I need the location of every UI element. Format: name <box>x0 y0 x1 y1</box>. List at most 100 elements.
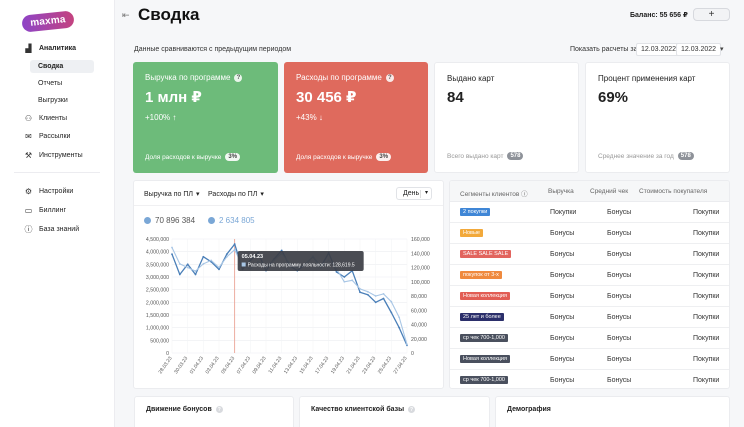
cell-revenue: Бонусы <box>550 335 575 342</box>
cell-revenue: Бонусы <box>550 230 575 237</box>
kpi-expenses-card: Расходы по программе? 30 456 ₽ +43% ↓ До… <box>284 62 428 173</box>
kpi-cards-issued-card: Выдано карт 84 Всего выдано карт 578 <box>434 62 579 173</box>
table-row[interactable]: 2 покупки Покупки Бонусы Покупки <box>450 202 729 223</box>
y-left-tick-label: 2,500,000 <box>146 288 169 294</box>
data-point <box>406 343 408 346</box>
segment-tag[interactable]: Новая коллекция <box>460 355 510 363</box>
sidebar-item-settings[interactable]: ⚙ Настройки <box>24 187 73 196</box>
metric-dropdown-2[interactable]: Расходы по ПЛ ▾ <box>208 190 264 199</box>
cell-revenue: Бонусы <box>550 314 575 321</box>
cell-customer-cost: Покупки <box>693 335 720 342</box>
data-point <box>194 270 197 272</box>
x-tick-label: 23.04.23 <box>361 356 377 376</box>
data-point <box>171 246 173 249</box>
legend-item-expenses[interactable]: 2 634 805 <box>208 216 255 225</box>
segment-tag[interactable]: SALE SALE SALE <box>460 250 512 258</box>
sidebar-item-billing[interactable]: ▭ Биллинг <box>24 206 66 215</box>
table-row[interactable]: Новая коллекция Бонусы Бонусы Покупки <box>450 286 729 307</box>
caret-down-icon: ▾ <box>424 190 428 196</box>
data-point <box>335 271 338 273</box>
segment-tag[interactable]: ср чек 700-1,000 <box>460 376 508 384</box>
segment-tag[interactable]: покупок от 3-х <box>460 271 502 279</box>
x-tick-label: 01.04.23 <box>189 356 205 376</box>
collapse-sidebar-icon[interactable]: ⇤ <box>122 10 130 20</box>
table-header: Сегменты клиентов ⓘ Выручка Средний чек … <box>450 181 729 202</box>
kpi-revenue-card: Выручка по программе? 1 млн ₽ +100% ↑ До… <box>133 62 278 173</box>
card-icon: ▭ <box>24 206 33 215</box>
help-icon[interactable]: ? <box>385 73 394 82</box>
sidebar-subitem-summary[interactable]: Сводка <box>30 60 94 73</box>
data-point <box>390 300 393 303</box>
column-header-avg-check[interactable]: Средний чек <box>590 188 629 195</box>
cell-revenue: Бонусы <box>550 377 575 384</box>
cell-avg-check: Бонусы <box>607 293 632 300</box>
legend-dot <box>208 217 215 224</box>
y-right-tick-label: 0 <box>411 351 414 357</box>
segment-tag[interactable]: 2 покупки <box>460 208 491 216</box>
sidebar-item-knowledge-base[interactable]: ⓘ База знаний <box>24 225 80 234</box>
help-icon[interactable]: ? <box>215 406 223 413</box>
data-point <box>280 249 283 252</box>
sidebar-item-mailings[interactable]: ✉ Рассылки <box>24 132 70 141</box>
segment-tag[interactable]: Новая коллекция <box>460 292 510 300</box>
kpi-value: 84 <box>447 89 464 106</box>
column-header-revenue[interactable]: Выручка <box>548 188 574 195</box>
cell-avg-check: Бонусы <box>607 230 632 237</box>
table-row[interactable]: SALE SALE SALE Бонусы Бонусы Покупки <box>450 244 729 265</box>
help-icon[interactable]: ? <box>234 73 243 82</box>
arrow-up-icon: ↑ <box>172 113 177 122</box>
segment-tag[interactable]: 25 лет и более <box>460 313 504 321</box>
sidebar-item-tools[interactable]: ⚒ Инструменты <box>24 151 83 160</box>
legend-item-revenue[interactable]: 70 896 384 <box>144 216 195 225</box>
add-button[interactable]: + <box>693 8 730 21</box>
card-title: Демография <box>507 406 551 413</box>
sidebar-subitem-reports[interactable]: Отчеты <box>38 80 63 87</box>
table-row[interactable]: ср чек 700-1,000 Бонусы Бонусы Покупки <box>450 370 729 388</box>
sidebar-item-analytics[interactable]: ▟ Аналитика <box>24 44 76 53</box>
segment-tag[interactable]: Новые <box>460 229 483 237</box>
kpi-foot: Доля расходов к выручке <box>145 153 222 161</box>
help-icon[interactable]: ⓘ <box>521 191 528 198</box>
chevron-down-icon[interactable]: ▾ <box>720 46 724 53</box>
date-from-input[interactable]: 12.03.2022 <box>636 43 682 56</box>
x-tick-label: 17.04.23 <box>314 356 330 376</box>
sidebar-subitem-exports[interactable]: Выгрузки <box>38 97 68 104</box>
column-header-segments[interactable]: Сегменты клиентов ⓘ <box>460 191 528 198</box>
x-tick-label: 11.04.23 <box>267 356 283 375</box>
kpi-foot: Доля расходов к выручке <box>296 153 373 161</box>
data-point <box>178 273 181 276</box>
kpi-foot: Среднее значение за год <box>598 152 674 160</box>
cell-customer-cost: Покупки <box>693 209 720 216</box>
cell-revenue: Покупки <box>550 209 577 216</box>
cell-customer-cost: Покупки <box>693 356 720 363</box>
logo[interactable]: maxma <box>21 10 75 33</box>
data-point <box>225 255 228 258</box>
table-row[interactable]: 25 лет и более Бонусы Бонусы Покупки <box>450 307 729 328</box>
sidebar-item-clients[interactable]: ⚇ Клиенты <box>24 114 67 123</box>
table-row[interactable]: покупок от 3-х Бонусы Бонусы Покупки <box>450 265 729 286</box>
data-point <box>186 266 189 269</box>
legend-value: 2 634 805 <box>219 216 255 225</box>
x-tick-label: 07.04.23 <box>236 356 252 376</box>
granularity-select[interactable]: День ▾ <box>396 187 432 200</box>
kpi-card-usage-card: Процент применения карт 69% Среднее знач… <box>585 62 730 173</box>
data-point <box>398 326 401 329</box>
kpi-badge: 578 <box>507 152 524 160</box>
segment-tag[interactable]: ср чек 700-1,000 <box>460 334 508 342</box>
cell-customer-cost: Покупки <box>693 230 720 237</box>
period-label: Показать расчеты за <box>570 46 638 53</box>
help-icon[interactable]: ? <box>408 406 416 413</box>
sidebar-divider <box>14 172 100 173</box>
metric-dropdown-1[interactable]: Выручка по ПЛ ▾ <box>144 190 200 199</box>
column-header-customer-cost[interactable]: Стоимость покупателя <box>639 188 708 195</box>
dropdown-label: Расходы по ПЛ <box>208 190 258 198</box>
x-tick-label: 28.03.23 <box>158 356 174 376</box>
line-chart[interactable]: 4,500,000 4,000,000 3,500,000 3,000,000 2,50… <box>134 229 443 379</box>
tools-icon: ⚒ <box>24 151 33 160</box>
table-row[interactable]: Новая коллекция Бонусы Бонусы Покупки <box>450 349 729 370</box>
table-row[interactable]: Новые Бонусы Бонусы Покупки <box>450 223 729 244</box>
date-to-input[interactable]: 12.03.2022 <box>676 43 722 56</box>
cell-avg-check: Бонусы <box>607 209 632 216</box>
kpi-value: 69% <box>598 89 629 106</box>
table-row[interactable]: ср чек 700-1,000 Бонусы Бонусы Покупки <box>450 328 729 349</box>
